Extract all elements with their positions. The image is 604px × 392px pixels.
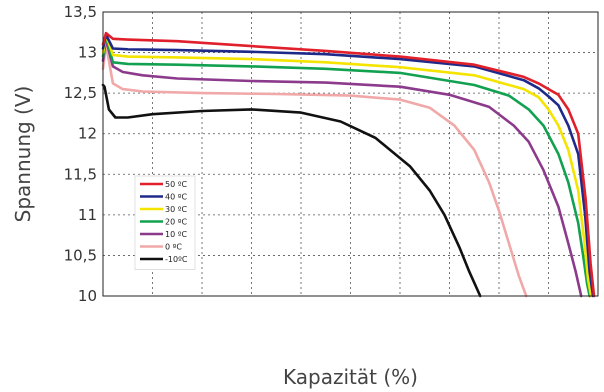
plot-frame bbox=[102, 11, 599, 297]
legend-label: 0 ºC bbox=[165, 243, 182, 252]
y-tick-label: 13 bbox=[78, 44, 97, 62]
y-tick-labels: 10 10,5 11 11,5 12 12,5 13 13,5 bbox=[64, 3, 97, 305]
y-tick-label: 11,5 bbox=[64, 165, 97, 183]
y-tick-label: 10 bbox=[78, 287, 97, 305]
legend-label: 50 ºC bbox=[165, 180, 187, 189]
series-line bbox=[101, 43, 528, 298]
legend-label: 10 ºC bbox=[165, 230, 187, 239]
legend-label: 30 ºC bbox=[165, 205, 187, 214]
legend-label: 40 ºC bbox=[165, 193, 187, 202]
legend-label: 20 ºC bbox=[165, 218, 187, 227]
legend: 50 ºC 40 ºC 30 ºC 20 ºC 10 ºC 0 ºC -10ºC bbox=[134, 175, 196, 270]
series-line bbox=[101, 33, 593, 298]
y-tick-label: 12 bbox=[78, 125, 97, 143]
y-axis-label: Spannung (V) bbox=[11, 86, 35, 223]
series-line bbox=[101, 37, 583, 298]
series-line bbox=[101, 83, 482, 298]
y-tick-label: 11 bbox=[78, 206, 97, 224]
series-line bbox=[101, 33, 595, 298]
y-tick-label: 13,5 bbox=[64, 3, 97, 21]
series-line bbox=[101, 31, 596, 298]
series-lines bbox=[101, 31, 596, 298]
y-tick-label: 12,5 bbox=[64, 84, 97, 102]
series-line bbox=[101, 34, 591, 298]
legend-label: -10ºC bbox=[165, 255, 188, 264]
y-tick-label: 10,5 bbox=[64, 246, 97, 264]
grid bbox=[103, 12, 598, 296]
x-axis-label: Kapazität (%) bbox=[283, 365, 418, 389]
